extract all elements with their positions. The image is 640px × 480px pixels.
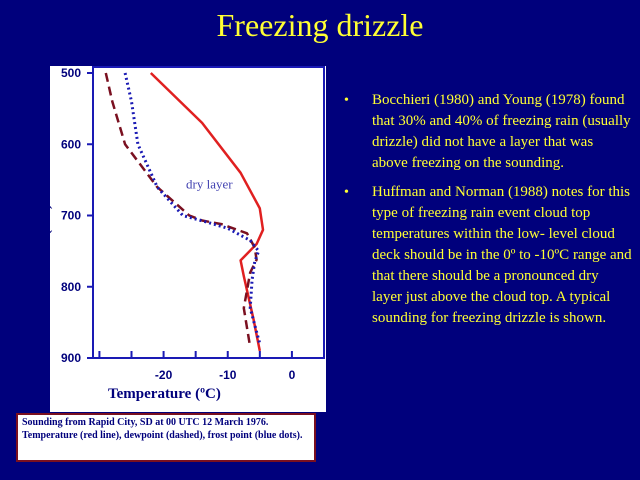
x-tick-label: 0	[289, 368, 296, 382]
bullet-item: • Huffman and Norman (1988) notes for th…	[344, 182, 632, 329]
bullet-text: Bocchieri (1980) and Young (1978) found …	[372, 92, 631, 171]
y-axis-label: Pressure (mb)	[37, 204, 53, 294]
y-tick-label: 800	[61, 280, 81, 294]
bullet-marker: •	[344, 93, 349, 108]
dry-layer-annotation: dry layer	[186, 176, 233, 191]
y-tick-label: 600	[61, 137, 81, 151]
sounding-chart-svg: 500 600 700 800 900 -20 -10 0 dry layer	[61, 66, 325, 382]
y-tick-label: 900	[61, 351, 81, 365]
bullet-marker: •	[344, 185, 349, 200]
bullet-item: • Bocchieri (1980) and Young (1978) foun…	[344, 90, 632, 174]
x-tick-label: -20	[155, 368, 173, 382]
sounding-chart: 500 600 700 800 900 -20 -10 0 dry layer	[50, 66, 326, 412]
slide-title: Freezing drizzle	[216, 7, 424, 43]
bullet-text: Huffman and Norman (1988) notes for this…	[372, 184, 632, 326]
x-axis-label: Temperature (ºC)	[108, 386, 221, 402]
plot-frame	[92, 66, 325, 359]
bullet-list: • Bocchieri (1980) and Young (1978) foun…	[344, 90, 632, 337]
dewpoint-line	[104, 72, 258, 348]
x-tick-label: -10	[219, 368, 237, 382]
temperature-line	[149, 72, 265, 352]
y-tick-label: 700	[61, 209, 81, 223]
y-tick-label: 500	[61, 66, 81, 80]
sounding-caption: Sounding from Rapid City, SD at 00 UTC 1…	[16, 413, 316, 462]
